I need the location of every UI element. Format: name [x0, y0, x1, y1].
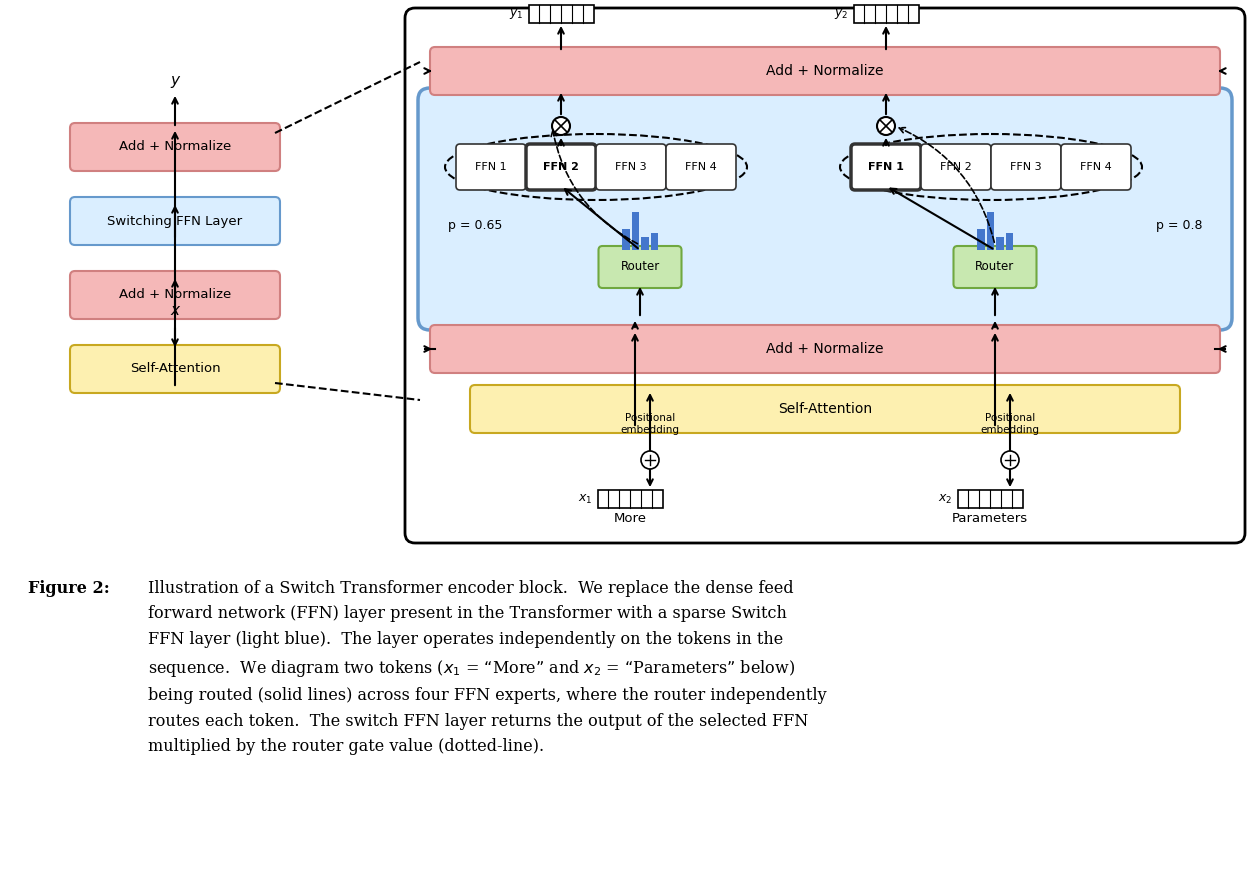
FancyBboxPatch shape — [456, 144, 526, 190]
Circle shape — [641, 451, 659, 469]
Text: Add + Normalize: Add + Normalize — [766, 342, 884, 356]
Text: Illustration of a Switch Transformer encoder block.  We replace the dense feed
f: Illustration of a Switch Transformer enc… — [148, 580, 826, 755]
Text: x: x — [170, 303, 180, 318]
FancyBboxPatch shape — [70, 123, 280, 171]
Bar — [622, 230, 630, 250]
FancyBboxPatch shape — [70, 345, 280, 393]
Text: FFN 4: FFN 4 — [1080, 162, 1112, 172]
FancyBboxPatch shape — [851, 144, 921, 190]
Text: Parameters: Parameters — [952, 512, 1028, 525]
FancyBboxPatch shape — [921, 144, 991, 190]
Text: Positional
embedding: Positional embedding — [620, 413, 680, 435]
FancyBboxPatch shape — [70, 271, 280, 319]
Text: Self-Attention: Self-Attention — [778, 402, 872, 416]
Text: Router: Router — [975, 260, 1015, 273]
FancyBboxPatch shape — [526, 144, 596, 190]
Bar — [958, 490, 1022, 508]
Bar — [631, 212, 639, 250]
FancyBboxPatch shape — [599, 246, 681, 288]
Text: More: More — [614, 512, 646, 525]
FancyBboxPatch shape — [470, 385, 1180, 433]
Bar — [529, 5, 594, 23]
FancyBboxPatch shape — [418, 88, 1232, 330]
Text: FFN 4: FFN 4 — [685, 162, 717, 172]
Text: Switching FFN Layer: Switching FFN Layer — [107, 215, 242, 228]
Text: $x_2$: $x_2$ — [938, 492, 952, 505]
Text: FFN 3: FFN 3 — [1010, 162, 1041, 172]
FancyBboxPatch shape — [70, 197, 280, 245]
Bar — [650, 233, 658, 250]
Circle shape — [552, 117, 570, 135]
FancyBboxPatch shape — [596, 144, 666, 190]
Text: p = 0.8: p = 0.8 — [1155, 218, 1202, 231]
Text: Router: Router — [620, 260, 660, 273]
Text: FFN 1: FFN 1 — [475, 162, 506, 172]
FancyBboxPatch shape — [666, 144, 736, 190]
Text: Add + Normalize: Add + Normalize — [119, 288, 231, 301]
Bar — [598, 490, 662, 508]
Text: p = 0.65: p = 0.65 — [448, 218, 503, 231]
Bar — [978, 230, 985, 250]
Text: $y_2$: $y_2$ — [834, 7, 848, 21]
Text: y: y — [170, 73, 180, 88]
Text: $y_1$: $y_1$ — [509, 7, 522, 21]
Bar — [1005, 233, 1013, 250]
Text: FFN 2: FFN 2 — [542, 162, 579, 172]
Text: FFN 1: FFN 1 — [867, 162, 904, 172]
Text: FFN 3: FFN 3 — [615, 162, 646, 172]
FancyBboxPatch shape — [1061, 144, 1131, 190]
Text: Positional
embedding: Positional embedding — [980, 413, 1040, 435]
Bar — [854, 5, 919, 23]
FancyBboxPatch shape — [405, 8, 1245, 543]
FancyBboxPatch shape — [430, 325, 1220, 373]
Text: Figure 2:: Figure 2: — [28, 580, 110, 597]
Bar — [641, 237, 649, 250]
FancyBboxPatch shape — [954, 246, 1036, 288]
Text: FFN 2: FFN 2 — [940, 162, 972, 172]
Text: Add + Normalize: Add + Normalize — [119, 140, 231, 153]
Bar — [986, 212, 994, 250]
Circle shape — [1001, 451, 1019, 469]
FancyBboxPatch shape — [991, 144, 1061, 190]
Text: Self-Attention: Self-Attention — [130, 363, 220, 376]
Text: Add + Normalize: Add + Normalize — [766, 64, 884, 78]
Bar — [996, 237, 1004, 250]
Text: $x_1$: $x_1$ — [578, 492, 592, 505]
Circle shape — [878, 117, 895, 135]
FancyBboxPatch shape — [430, 47, 1220, 95]
